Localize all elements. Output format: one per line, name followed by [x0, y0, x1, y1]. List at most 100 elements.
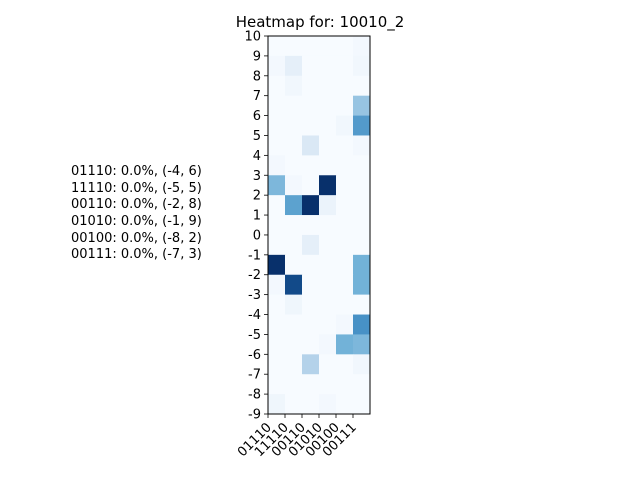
heatmap-cell: [319, 75, 337, 96]
heatmap-cell: [302, 175, 320, 196]
y-tick-label: 10: [244, 30, 261, 45]
heatmap-cell: [353, 234, 371, 256]
heatmap-cell: [319, 254, 337, 276]
heatmap-cell: [336, 195, 354, 216]
heatmap-cell: [268, 294, 286, 315]
heatmap-cell: [336, 135, 354, 156]
heatmap-cell: [336, 314, 354, 335]
heatmap-cell: [302, 294, 320, 315]
heatmap-cell: [353, 354, 371, 375]
heatmap-cell: [353, 155, 371, 176]
heatmap-cell: [353, 374, 371, 395]
y-tick-label: -8: [248, 388, 261, 403]
y-tick-label: -5: [248, 328, 261, 343]
heatmap-cell: [268, 374, 286, 395]
heatmap-cell: [319, 55, 337, 77]
heatmap-cell: [319, 374, 337, 395]
heatmap-cell: [336, 334, 354, 355]
heatmap-cell: [285, 294, 303, 315]
heatmap-cell: [268, 55, 286, 77]
heatmap-cell: [319, 115, 337, 136]
heatmap-cell: [353, 175, 371, 196]
heatmap-cell: [285, 334, 303, 355]
heatmap-cell: [302, 195, 320, 216]
heatmap-cell: [285, 254, 303, 276]
heatmap-cell: [336, 175, 354, 196]
heatmap-cell: [353, 195, 371, 216]
heatmap-cell: [336, 75, 354, 96]
heatmap-cell: [285, 95, 303, 116]
heatmap-cell: [302, 394, 320, 415]
y-tick-label: -1: [248, 248, 261, 263]
heatmap-cell: [285, 215, 303, 236]
heatmap-cell: [353, 294, 371, 315]
heatmap-cell: [285, 155, 303, 176]
heatmap-cell: [285, 354, 303, 375]
heatmap-cell: [268, 115, 286, 136]
chart-title: Heatmap for: 10010_2: [236, 13, 405, 32]
heatmap-cell: [319, 95, 337, 116]
heatmap-cell: [285, 75, 303, 96]
side-note-6: 00111: 0.0%, (-7, 3): [71, 247, 202, 262]
heatmap-cell: [319, 394, 337, 415]
heatmap-cell: [353, 36, 371, 57]
heatmap-cell: [268, 155, 286, 176]
heatmap-cell: [268, 394, 286, 415]
heatmap-cell: [302, 95, 320, 116]
heatmap-cell: [268, 75, 286, 96]
heatmap-cell: [302, 254, 320, 276]
heatmap-cell: [268, 354, 286, 375]
heatmap-cell: [285, 274, 303, 295]
y-tick-label: -3: [248, 288, 261, 303]
heatmap-cell: [268, 334, 286, 355]
heatmap-cell: [302, 36, 320, 57]
heatmap-cell: [353, 95, 371, 116]
heatmap-cell: [302, 115, 320, 136]
heatmap-cell: [285, 394, 303, 415]
heatmap-cell: [353, 334, 371, 355]
heatmap-cell: [285, 135, 303, 156]
side-note-4: 01010: 0.0%, (-1, 9): [71, 214, 202, 229]
heatmap-cell: [285, 234, 303, 256]
heatmap-cell: [353, 314, 371, 335]
heatmap-cell: [319, 195, 337, 216]
heatmap-cell: [353, 55, 371, 77]
heatmap-cell: [268, 314, 286, 335]
heatmap-cell: [353, 75, 371, 96]
y-tick-label: -2: [248, 268, 261, 283]
y-tick-label: -7: [248, 368, 261, 383]
side-note-3: 00110: 0.0%, (-2, 8): [71, 197, 202, 212]
heatmap-cell: [285, 195, 303, 216]
heatmap-cell: [302, 274, 320, 295]
heatmap-cell: [268, 195, 286, 216]
heatmap-cell: [353, 215, 371, 236]
y-tick-label: 7: [253, 89, 261, 104]
heatmap-cell: [336, 394, 354, 415]
heatmap-cell: [336, 55, 354, 77]
heatmap-cell: [336, 294, 354, 315]
heatmap-cell: [319, 155, 337, 176]
heatmap-cell: [268, 274, 286, 295]
heatmap-cell: [285, 374, 303, 395]
heatmap-cell: [353, 254, 371, 276]
y-tick-label: 3: [253, 169, 261, 184]
y-tick-label: 6: [253, 109, 261, 124]
heatmap-cell: [302, 354, 320, 375]
heatmap-cell: [336, 215, 354, 236]
heatmap-cell: [336, 354, 354, 375]
heatmap-cell: [268, 95, 286, 116]
heatmap-cell: [353, 115, 371, 136]
y-tick-label: 4: [253, 149, 261, 164]
heatmap-cell: [353, 135, 371, 156]
heatmap-cell: [285, 36, 303, 57]
heatmap-cell: [302, 135, 320, 156]
heatmap-cell: [302, 215, 320, 236]
heatmap-cell: [336, 254, 354, 276]
heatmap-cell: [336, 36, 354, 57]
heatmap-cell: [285, 314, 303, 335]
heatmap-cell: [302, 314, 320, 335]
heatmap-cell: [319, 334, 337, 355]
heatmap-cells: [268, 36, 371, 415]
heatmap-cell: [302, 334, 320, 355]
